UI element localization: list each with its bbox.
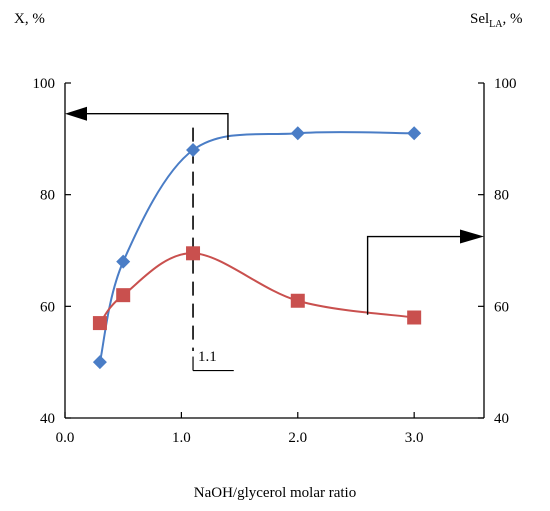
left-axis-pointer-arrowhead: [65, 106, 87, 121]
y-right-axis-title-sub: LA: [489, 19, 503, 30]
series-1-diamond-point: [92, 355, 107, 370]
x-tick-label: 3.0: [405, 430, 424, 446]
series-1-diamond-point: [186, 143, 201, 157]
series-1-diamond-point: [407, 126, 422, 141]
series-2-square-point: [116, 288, 131, 303]
right-axis-pointer-line: [366, 235, 462, 315]
y-left-tick-label: 80: [40, 188, 55, 204]
tick-layer: 0.0 1.0 2.0 3.0 40 40 60 60 80 80 100 100: [33, 76, 517, 446]
left-axis-pointer-line: [83, 113, 229, 140]
y-right-tick-label: 60: [494, 299, 509, 315]
series-2-square-point: [186, 246, 201, 261]
y-right-tick-label: 40: [494, 411, 509, 427]
y-right-axis-title: SelLA, %: [470, 11, 523, 30]
y-left-tick-label: 40: [40, 411, 55, 427]
data-markers: [92, 126, 422, 370]
y-left-axis-title: X, %: [14, 11, 45, 27]
series-1-diamond-point: [290, 126, 305, 141]
y-right-tick-label: 80: [494, 188, 509, 204]
right-axis-pointer-arrowhead: [460, 229, 484, 244]
y-left-tick-label: 100: [33, 76, 56, 92]
series-2-square-point: [92, 316, 107, 331]
x-tick-label: 0.0: [56, 430, 75, 446]
annotation-layer: 1.1: [65, 106, 484, 372]
series-2-square-point: [290, 293, 305, 308]
series-1-diamond-point: [116, 254, 131, 269]
series-2-square-point: [407, 310, 422, 325]
x-tick-label: 2.0: [288, 430, 307, 446]
y-right-tick-label: 100: [494, 76, 517, 92]
y-right-axis-title-main: Sel: [470, 11, 489, 27]
y-right-axis-title-suffix: , %: [503, 11, 523, 27]
x-tick-label: 1.0: [172, 430, 191, 446]
y-left-tick-label: 60: [40, 299, 55, 315]
annotation-label: 1.1: [198, 349, 217, 365]
x-axis-title: NaOH/glycerol molar ratio: [194, 485, 356, 501]
